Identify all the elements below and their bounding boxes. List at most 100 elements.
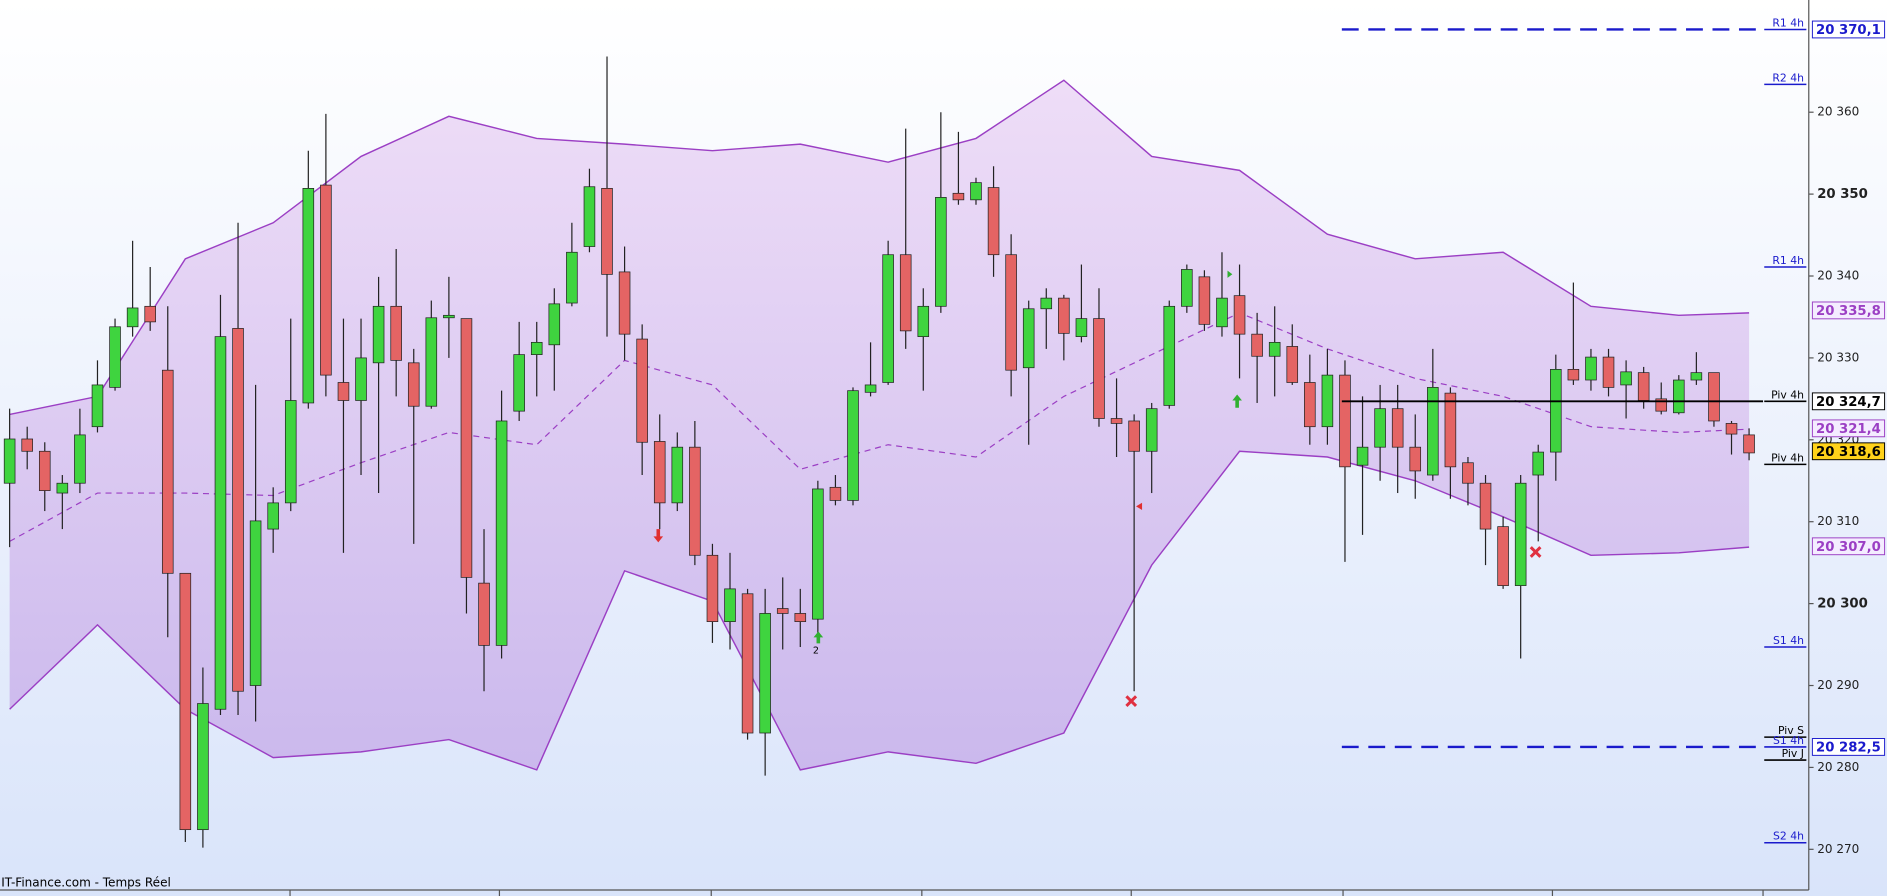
candle-body: [460, 318, 473, 578]
candle-body: [1339, 374, 1351, 468]
candle-body: [1251, 333, 1263, 357]
x-tick-marks: [289, 889, 1764, 896]
candle-body: [1673, 379, 1685, 414]
candle-body: [1093, 318, 1105, 419]
candle-body: [372, 305, 385, 364]
candle-body: [390, 305, 402, 361]
price-box: [1811, 392, 1886, 411]
price-label: 20 307,0: [1816, 540, 1881, 555]
candle-body: [1181, 269, 1193, 307]
y-tick-label: 20 340: [1817, 269, 1859, 283]
sell-arrow: [653, 529, 664, 543]
level-label: Piv 4h: [1771, 451, 1804, 464]
candle-body: [214, 336, 227, 710]
candle-body: [513, 354, 525, 412]
price-label: 20 370,1: [1816, 23, 1881, 38]
cross-signal: [1529, 546, 1542, 558]
candle-body: [1005, 254, 1017, 371]
candle-body: [1532, 451, 1545, 476]
price-label: 20 335,8: [1816, 304, 1881, 319]
band-upper: [9, 79, 1750, 416]
candle-body: [952, 192, 965, 201]
y-tick-label: 20 300: [1817, 597, 1868, 612]
candle-body: [267, 502, 279, 530]
candle-body: [566, 251, 578, 304]
price-label: 20 282,5: [1816, 741, 1881, 756]
price-box: [1811, 419, 1886, 438]
price-box: [1811, 738, 1886, 756]
level-label: Piv 4h: [1771, 388, 1804, 401]
level-label: S1 4h: [1773, 634, 1804, 647]
candle-body: [495, 420, 508, 646]
candle-body: [197, 703, 209, 831]
candle-body: [829, 486, 842, 501]
candle-body: [917, 305, 930, 337]
candle-body: [1567, 369, 1580, 381]
candle-body: [478, 582, 490, 646]
candle-body: [38, 450, 51, 491]
candle-body: [618, 271, 631, 335]
candle-body: [443, 314, 455, 319]
y-tick-label: 20 290: [1817, 678, 1859, 692]
candle-body: [864, 384, 877, 393]
candle-body: [1427, 387, 1439, 476]
candle-body: [1216, 297, 1228, 328]
candle-body: [530, 341, 543, 355]
candle-body: [741, 593, 754, 734]
footer: IT-Finance.com - Temps Réel: [1, 875, 171, 889]
price-label: 20 324,7: [1816, 395, 1881, 410]
level-label: R2 4h: [1772, 71, 1804, 84]
candle-body: [56, 482, 69, 494]
candle-body: [3, 438, 16, 484]
candle-body: [812, 488, 824, 620]
candle-body: [1462, 462, 1474, 484]
candle-body: [1585, 356, 1597, 381]
candle-body: [337, 382, 350, 401]
candle-body: [91, 384, 104, 428]
candle-body: [1040, 297, 1053, 310]
candle-body: [355, 357, 367, 401]
axes: [0, 0, 1810, 896]
candle-body: [899, 254, 912, 332]
level-label: S1 4h: [1773, 734, 1804, 747]
candle-body: [1550, 369, 1562, 453]
candle-body: [1286, 346, 1299, 383]
candle-body: [724, 588, 736, 622]
candle-body: [706, 554, 719, 622]
candle-body: [882, 254, 894, 383]
price-box: [1811, 537, 1886, 556]
candle-body: [671, 446, 684, 504]
band-middle: [9, 312, 1750, 542]
buy-arrow: [1232, 394, 1242, 408]
candle-body: [1409, 446, 1422, 472]
signal-count: 2: [813, 646, 819, 657]
band-lower: [9, 450, 1750, 771]
candle-body: [1198, 276, 1211, 325]
candle-body: [636, 338, 648, 443]
candle-body: [320, 184, 332, 376]
candle-body: [425, 317, 438, 407]
candle-body: [1708, 372, 1720, 422]
candle-body: [1497, 526, 1509, 586]
candle-body: [759, 613, 771, 734]
candle-body: [1058, 297, 1070, 334]
price-box: [1811, 20, 1886, 39]
candle-body: [144, 305, 156, 323]
candle-body: [1479, 482, 1492, 530]
candle-body: [1321, 374, 1334, 428]
candle-body: [1110, 418, 1123, 424]
candle-body: [1602, 356, 1615, 388]
level-label: Piv J: [1782, 747, 1804, 760]
candle-body: [1743, 434, 1755, 454]
candle-body: [1268, 341, 1281, 357]
candle-body: [21, 438, 33, 452]
triangle-signal: [1136, 502, 1143, 510]
candle-body: [1163, 305, 1176, 406]
y-tick-label: 20 280: [1817, 760, 1859, 774]
cross-signal: [1125, 695, 1138, 708]
candle-body: [847, 390, 859, 501]
